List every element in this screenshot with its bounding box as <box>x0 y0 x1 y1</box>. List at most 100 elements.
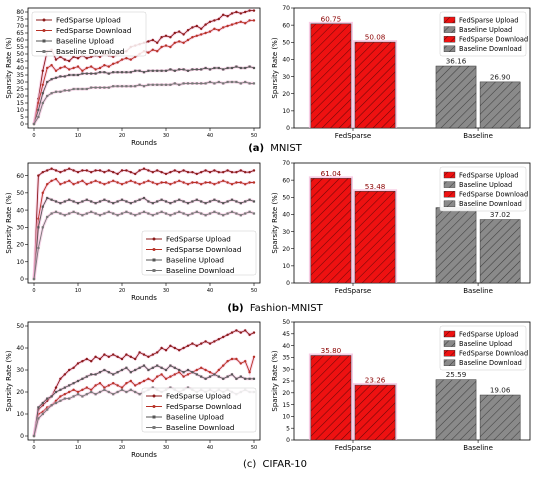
data-point <box>90 86 93 89</box>
data-point <box>138 183 141 186</box>
y-tick-label: 0 <box>286 437 290 444</box>
data-point <box>191 170 194 174</box>
data-point <box>244 212 247 215</box>
data-point <box>178 210 181 213</box>
data-point <box>125 85 128 88</box>
y-tick-label: 10 <box>282 414 290 421</box>
data-point <box>239 12 242 15</box>
data-point <box>94 169 97 172</box>
data-point <box>142 181 146 184</box>
data-point <box>98 371 102 374</box>
y-axis-label: Sparsity Rate (%) <box>271 350 279 411</box>
data-point <box>59 399 62 402</box>
bar-hatch <box>310 355 351 440</box>
data-point <box>103 368 106 372</box>
data-point <box>37 226 40 229</box>
data-point <box>81 69 84 73</box>
legend-box <box>141 230 257 276</box>
data-point <box>46 66 49 70</box>
data-point <box>138 83 141 86</box>
x-tick-label: 50 <box>251 133 257 139</box>
data-point <box>112 71 115 74</box>
legend-marker <box>152 415 156 419</box>
bar-hatch <box>355 385 396 440</box>
data-point <box>103 170 106 174</box>
data-point <box>195 373 198 376</box>
data-point <box>213 19 216 22</box>
data-point <box>72 210 75 213</box>
y-tick-label: 30 <box>16 225 24 232</box>
data-point <box>120 388 124 391</box>
data-point <box>129 71 132 74</box>
data-point <box>200 200 203 203</box>
series-line <box>33 81 254 125</box>
x-axis-label: Rounds <box>131 294 157 302</box>
y-tick-label: 0 <box>20 276 24 283</box>
data-label: 23.26 <box>365 376 386 385</box>
data-point <box>46 408 49 411</box>
legend: FedSparse Upload Baseline Upload FedSparse… <box>439 166 528 212</box>
data-point <box>156 200 159 203</box>
data-point <box>230 170 234 174</box>
data-point <box>204 202 207 205</box>
data-point <box>173 82 176 85</box>
caption-cifar: (c) CIFAR-10 <box>243 459 307 470</box>
x-tick-label: 0 <box>32 288 35 294</box>
data-point <box>37 174 40 177</box>
data-point <box>248 82 251 85</box>
y-tick-label: 10 <box>16 411 24 418</box>
data-point <box>72 183 75 186</box>
data-point <box>107 72 110 75</box>
y-tick-label: 45 <box>16 58 24 65</box>
caption-fashion: (b) Fashion-MNIST <box>227 303 323 314</box>
data-point <box>103 353 106 356</box>
data-point <box>90 170 93 174</box>
data-point <box>107 390 110 394</box>
y-tick-label: 20 <box>282 91 290 98</box>
data-point <box>182 212 185 215</box>
data-point <box>164 377 168 380</box>
data-point <box>98 214 102 217</box>
data-point <box>244 80 247 84</box>
data-point <box>112 202 115 205</box>
data-point <box>81 388 84 391</box>
data-point <box>230 80 234 84</box>
plot-frame <box>293 7 531 129</box>
data-point <box>76 390 80 394</box>
data-point <box>191 181 194 184</box>
data-point <box>239 20 242 23</box>
data-point <box>116 71 119 74</box>
data-point <box>116 85 119 88</box>
data-point <box>112 62 115 65</box>
y-tick-label: 65 <box>16 30 24 37</box>
data-point <box>98 390 102 394</box>
legend-marker <box>42 50 46 53</box>
data-point <box>239 331 242 334</box>
y-tick-label: 60 <box>282 22 290 29</box>
data-point <box>217 80 220 84</box>
data-point <box>50 212 53 215</box>
data-point <box>134 85 137 88</box>
data-point <box>248 181 251 184</box>
data-point <box>230 66 234 70</box>
data-point <box>186 202 190 205</box>
data-point <box>63 65 66 68</box>
data-point <box>37 108 40 112</box>
data-point <box>169 364 172 367</box>
data-point <box>125 210 128 213</box>
data-point <box>222 68 225 71</box>
data-point <box>169 386 172 389</box>
data-point <box>151 181 154 184</box>
data-point <box>239 214 242 217</box>
bar-chart: 0 5 10 15 20 25 30 35 40 45 50 Sparsity Rate (%) Fed… <box>271 319 531 452</box>
data-point <box>235 200 238 203</box>
legend-swatch-hatch <box>444 36 455 43</box>
data-point <box>125 181 128 184</box>
data-point <box>112 170 115 174</box>
data-point <box>200 68 203 71</box>
data-point <box>81 87 84 91</box>
legend-swatch-hatch <box>444 181 455 188</box>
data-point <box>98 382 102 385</box>
data-point <box>59 90 62 93</box>
data-point <box>76 362 80 365</box>
